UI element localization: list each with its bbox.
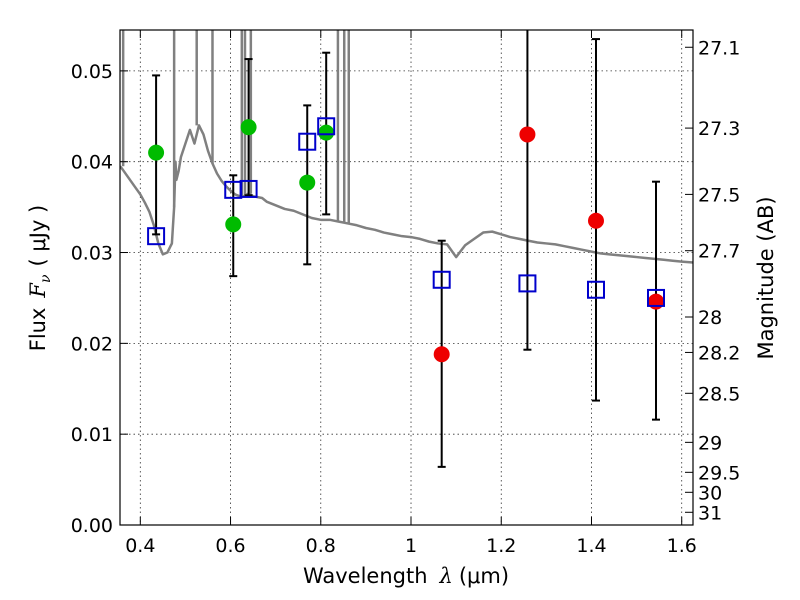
x-tick-label: 0.6 (215, 535, 245, 557)
x-axis-label-prefix: Wavelength (303, 564, 428, 588)
x-tick-label: 1.6 (667, 535, 697, 557)
y2-tick-label: 31 (698, 502, 722, 524)
detection-point (433, 346, 450, 363)
y-tick-label: 0.04 (71, 152, 113, 174)
model-band-square (147, 227, 166, 246)
detection-point (519, 126, 536, 143)
y-tick-label: 0.00 (71, 515, 113, 537)
y-tick-label: 0.05 (71, 61, 113, 83)
model-band-square (432, 270, 451, 289)
detection-point (148, 144, 165, 161)
y2-axis-label: Magnitude (AB) (754, 196, 778, 359)
model-band-square (298, 132, 317, 151)
plot-frame (119, 29, 694, 526)
y2-tick-label: 29.5 (698, 462, 740, 484)
y-tick-label: 0.03 (71, 243, 113, 265)
y2-tick-label: 28.5 (698, 383, 740, 405)
y-axis-label: Flux Fν ( μJy ) (26, 205, 54, 351)
model-band-square (647, 288, 666, 307)
y2-tick-label: 27.7 (698, 241, 740, 263)
y2-tick-label: 29 (698, 432, 722, 454)
model-band-square (317, 117, 336, 136)
x-axis-label-symbol: λ (439, 564, 453, 588)
y-axis-label-prefix: Flux (26, 308, 50, 352)
y2-tick-label: 28.2 (698, 342, 740, 364)
sed-model-line (120, 30, 693, 264)
detection-point (587, 212, 604, 229)
y2-tick-label: 28 (698, 307, 722, 329)
detection-point (318, 124, 335, 141)
x-axis-label: Wavelength λ (μm) (303, 564, 509, 588)
model-band-square (518, 274, 537, 293)
x-tick-label: 1.4 (576, 535, 606, 557)
y2-tick-label: 27.1 (698, 37, 740, 59)
data-markers (147, 117, 666, 363)
detection-point (240, 119, 257, 136)
y-tick-label: 0.02 (71, 333, 113, 355)
model-band-square (586, 280, 605, 299)
model-band-square (239, 179, 258, 198)
axis-ticks: 0.4 0.6 0.8 1 1.2 1.4 1.6 0.00 0.01 0.02 0.03 0.04 0… (71, 30, 740, 557)
x-axis-label-unit: (μm) (459, 564, 509, 588)
detection-point (299, 174, 316, 191)
detection-point (225, 216, 242, 233)
x-tick-label: 0.8 (306, 535, 336, 557)
x-tick-label: 1.2 (486, 535, 516, 557)
y2-tick-label: 27.3 (698, 118, 740, 140)
x-tick-label: 1 (405, 535, 417, 557)
y-tick-label: 0.01 (71, 424, 113, 446)
y2-tick-label: 27.5 (698, 184, 740, 206)
y-axis-label-unit: ( μJy ) (26, 205, 50, 267)
x-tick-label: 0.4 (125, 535, 155, 557)
y-axis-label-symbol: F (26, 282, 50, 299)
y2-tick-label: 30 (698, 482, 722, 504)
y-axis-label-subscript: ν (38, 274, 54, 283)
